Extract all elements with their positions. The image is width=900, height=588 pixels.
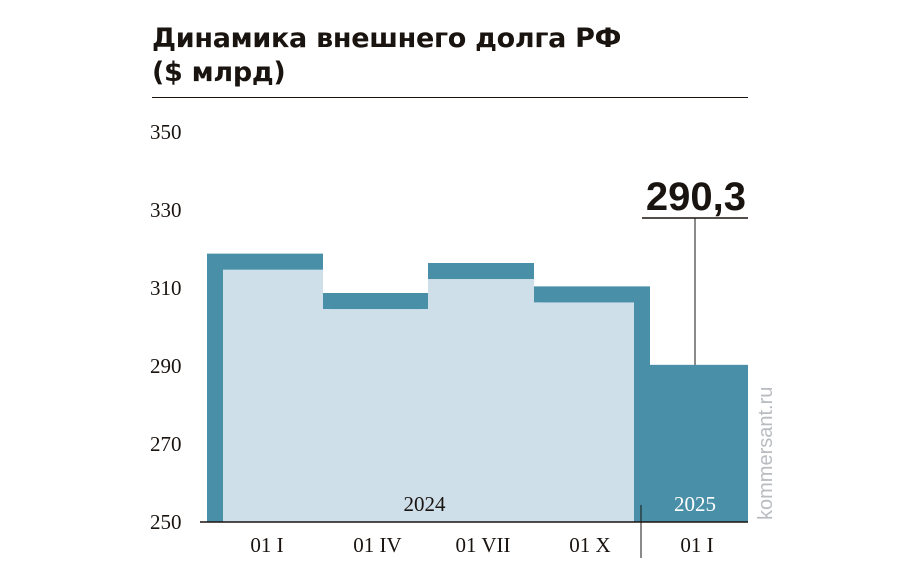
step-bar [323, 309, 428, 522]
chart-title-text: Динамика внешнего долга РФ [152, 23, 622, 54]
y-axis: 350 330 310 290 270 250 [150, 120, 182, 534]
steps-layer: 2024 2025 [207, 253, 748, 523]
chart-title: Динамика внешнего долга РФ ($ млрд) [152, 22, 621, 90]
y-tick-label: 290 [150, 354, 182, 378]
x-axis: 01 I 01 IV 01 VII 01 X 01 I [200, 505, 748, 558]
step-bar [534, 302, 634, 522]
step-bar [223, 269, 323, 522]
x-tick-label: 01 I [250, 533, 283, 557]
y-tick-label: 270 [150, 432, 182, 456]
y-tick-label: 350 [150, 120, 182, 144]
year-label: 2025 [674, 492, 716, 516]
x-tick-label: 01 I [680, 533, 713, 557]
title-rule [152, 97, 748, 98]
year-label: 2024 [404, 492, 447, 516]
step-bar-highlight [634, 364, 748, 522]
step-joint [526, 302, 542, 522]
step-bar [428, 279, 534, 522]
y-tick-label: 250 [150, 510, 182, 534]
x-tick-label: 01 VII [455, 533, 510, 557]
x-tick-label: 01 IV [353, 533, 401, 557]
step-joint [315, 309, 331, 522]
y-tick-label: 330 [150, 198, 182, 222]
chart-subtitle: ($ млрд) [152, 57, 286, 88]
y-tick-label: 310 [150, 276, 182, 300]
x-tick-label: 01 X [569, 533, 610, 557]
watermark: kommersant.ru [755, 387, 777, 520]
step-joint [420, 309, 436, 522]
callout-value: 290,3 [646, 175, 746, 219]
callout-layer: 290,3 [642, 175, 748, 365]
